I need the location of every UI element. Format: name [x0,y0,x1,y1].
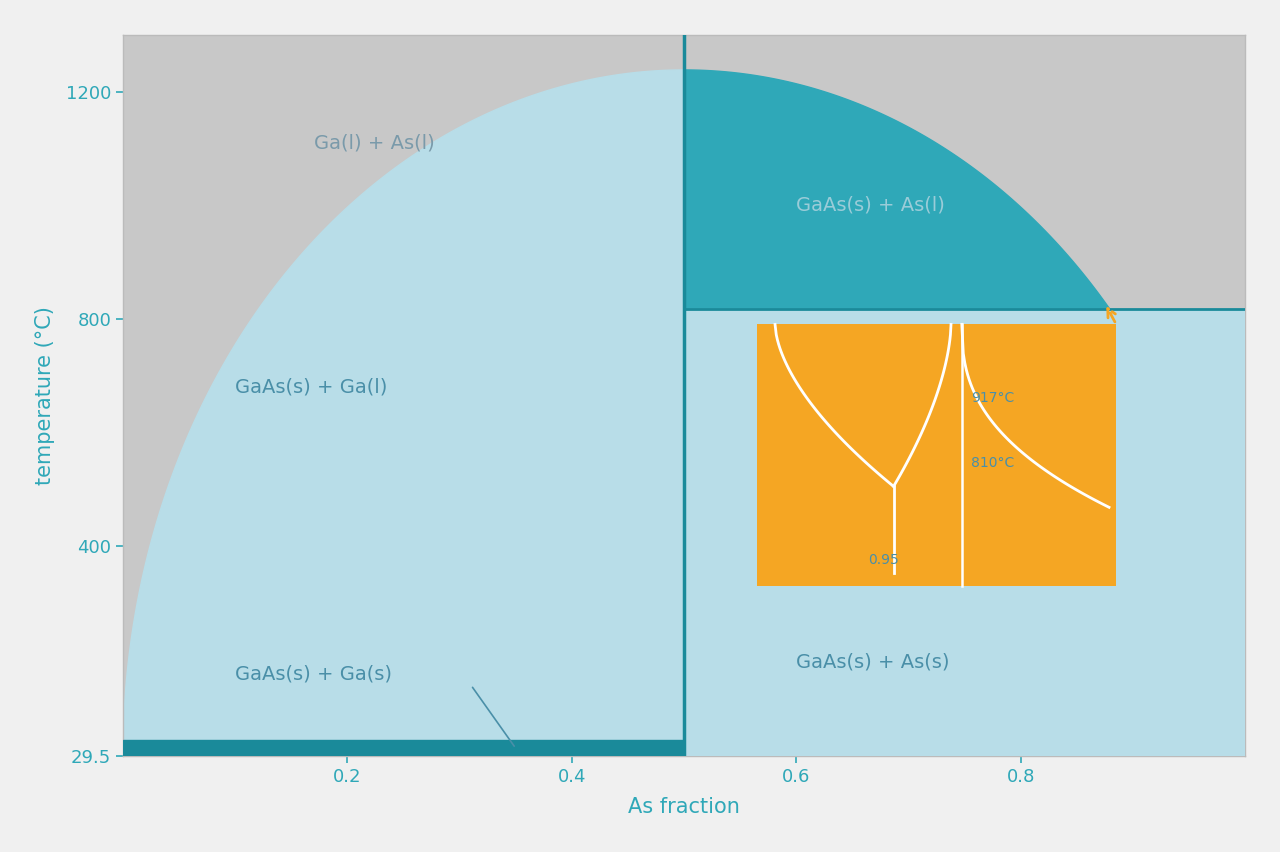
Y-axis label: temperature (°C): temperature (°C) [35,306,55,485]
X-axis label: As fraction: As fraction [628,797,740,817]
Text: 0.95: 0.95 [868,553,899,567]
Polygon shape [684,309,1245,757]
Text: 810°C: 810°C [970,456,1014,469]
Polygon shape [123,70,684,757]
Polygon shape [123,740,684,757]
Text: GaAs(s) + As(s): GaAs(s) + As(s) [796,653,950,672]
Text: GaAs(s) + As(l): GaAs(s) + As(l) [796,196,945,215]
Text: GaAs(s) + Ga(s): GaAs(s) + Ga(s) [236,665,392,683]
Bar [756,325,1116,585]
Text: 917°C: 917°C [970,390,1014,405]
Polygon shape [684,70,1245,757]
Text: GaAs(s) + Ga(l): GaAs(s) + Ga(l) [236,377,388,396]
Text: Ga(l) + As(l): Ga(l) + As(l) [314,133,434,153]
